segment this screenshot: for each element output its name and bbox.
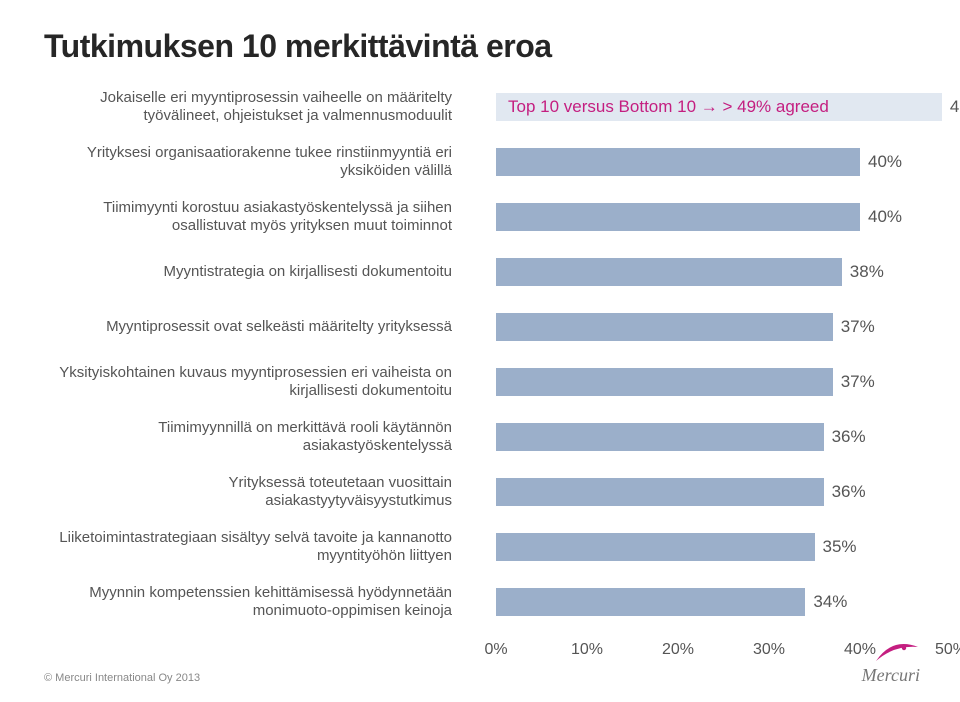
bar-label: Yrityksesi organisaatiorakenne tukee rin… xyxy=(52,144,452,180)
x-tick: 0% xyxy=(484,641,507,659)
bar xyxy=(496,148,860,176)
bar-value: 35% xyxy=(823,537,857,557)
chart-row: Yrityksessä toteutetaan vuosittain asiak… xyxy=(44,470,920,514)
comparison-note: Top 10 versus Bottom 10 → > 49% agreed xyxy=(508,97,829,117)
chart-row: Jokaiselle eri myyntiprosessin vaiheelle… xyxy=(44,85,920,129)
chart-row: Myyntiprosessit ovat selkeästi määritelt… xyxy=(44,305,920,349)
bar-value: 40% xyxy=(868,152,902,172)
x-tick: 20% xyxy=(662,641,694,659)
bar-label: Tiimimyynnillä on merkittävä rooli käytä… xyxy=(52,419,452,455)
mercuri-logo: Mercuri xyxy=(862,641,920,686)
x-tick: 30% xyxy=(753,641,785,659)
bar xyxy=(496,203,860,231)
bar-label: Myynnin kompetenssien kehittämisessä hyö… xyxy=(52,584,452,620)
bar xyxy=(496,478,824,506)
x-axis: 0%10%20%30%40%50% xyxy=(44,635,920,659)
bar-label: Jokaiselle eri myyntiprosessin vaiheelle… xyxy=(52,89,452,125)
bar-value: 37% xyxy=(841,317,875,337)
bar-label: Tiimimyynti korostuu asiakastyöskentelys… xyxy=(52,199,452,235)
bar xyxy=(496,423,824,451)
chart-row: Liiketoimintastrategiaan sisältyy selvä … xyxy=(44,525,920,569)
bar-chart: Jokaiselle eri myyntiprosessin vaiheelle… xyxy=(44,85,920,659)
slide-title: Tutkimuksen 10 merkittävintä eroa xyxy=(44,28,920,65)
logo-swoosh-icon xyxy=(874,641,920,663)
x-tick: 10% xyxy=(571,641,603,659)
bar-value: 37% xyxy=(841,372,875,392)
chart-row: Myynnin kompetenssien kehittämisessä hyö… xyxy=(44,580,920,624)
bar xyxy=(496,313,833,341)
x-tick: 50% xyxy=(935,641,960,659)
bar-value: 36% xyxy=(832,482,866,502)
bar-value: 40% xyxy=(868,207,902,227)
bar-value: 34% xyxy=(813,592,847,612)
bar-label: Yksityiskohtainen kuvaus myyntiprosessie… xyxy=(52,364,452,400)
bar xyxy=(496,533,815,561)
bar xyxy=(496,258,842,286)
bar-value: 36% xyxy=(832,427,866,447)
chart-row: Yrityksesi organisaatiorakenne tukee rin… xyxy=(44,140,920,184)
bar xyxy=(496,588,805,616)
bar-value: 38% xyxy=(850,262,884,282)
bar xyxy=(496,368,833,396)
bar-label: Liiketoimintastrategiaan sisältyy selvä … xyxy=(52,529,452,565)
chart-row: Tiimimyynnillä on merkittävä rooli käytä… xyxy=(44,415,920,459)
copyright-footer: © Mercuri International Oy 2013 xyxy=(44,672,200,684)
logo-brand-text: Mercuri xyxy=(862,665,920,686)
bar-label: Myyntistrategia on kirjallisesti dokumen… xyxy=(52,263,452,281)
bar-label: Myyntiprosessit ovat selkeästi määritelt… xyxy=(52,318,452,336)
chart-row: Yksityiskohtainen kuvaus myyntiprosessie… xyxy=(44,360,920,404)
chart-row: Tiimimyynti korostuu asiakastyöskentelys… xyxy=(44,195,920,239)
chart-row: Myyntistrategia on kirjallisesti dokumen… xyxy=(44,250,920,294)
bar-label: Yrityksessä toteutetaan vuosittain asiak… xyxy=(52,474,452,510)
bar-value: 49% xyxy=(950,97,960,117)
